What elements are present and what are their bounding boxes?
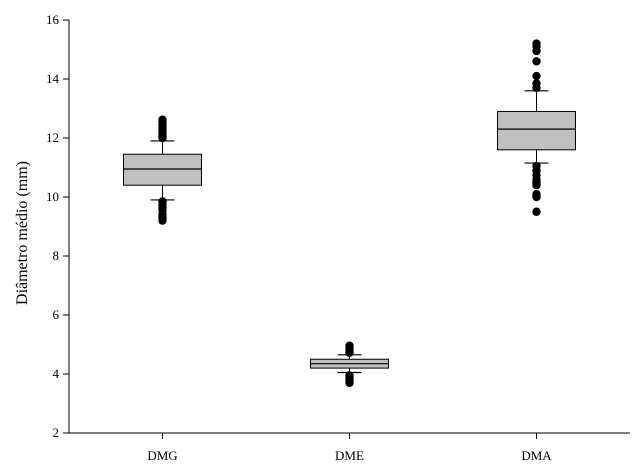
- box-dme: [310, 341, 389, 388]
- axes: 2 4 6 8 10 12 14 16 DMG DME DMA: [46, 12, 630, 463]
- y-tick-label: 16: [46, 12, 60, 27]
- outlier-point: [532, 189, 541, 199]
- x-tick-label: DMA: [521, 448, 552, 463]
- box-iqr: [497, 110, 576, 151]
- box-dma: [497, 39, 576, 216]
- outlier-point: [532, 161, 541, 171]
- box-plot-series: [123, 39, 576, 388]
- box-iqr: [123, 153, 202, 186]
- x-tick-label: DME: [335, 448, 364, 463]
- x-tick-label: DMG: [147, 448, 177, 463]
- box-dmg: [123, 115, 202, 225]
- y-axis-label: Diâmetro médio (mm): [14, 161, 31, 305]
- outlier-point: [532, 71, 541, 81]
- y-tick-label: 14: [46, 71, 60, 86]
- outlier-point: [532, 39, 541, 48]
- y-tick-label: 6: [53, 307, 60, 322]
- y-tick-label: 4: [53, 366, 60, 381]
- outlier-point: [345, 341, 354, 350]
- y-tick-label: 8: [53, 248, 60, 263]
- outlier-point: [532, 207, 541, 216]
- y-tick-label: 2: [53, 425, 60, 440]
- outlier-point: [158, 115, 167, 124]
- outlier-point: [532, 79, 541, 88]
- outlier-point: [158, 197, 167, 206]
- y-tick-label: 10: [46, 189, 59, 204]
- outlier-point: [345, 371, 354, 380]
- y-tick-label: 12: [46, 130, 59, 145]
- outlier-point: [532, 57, 541, 66]
